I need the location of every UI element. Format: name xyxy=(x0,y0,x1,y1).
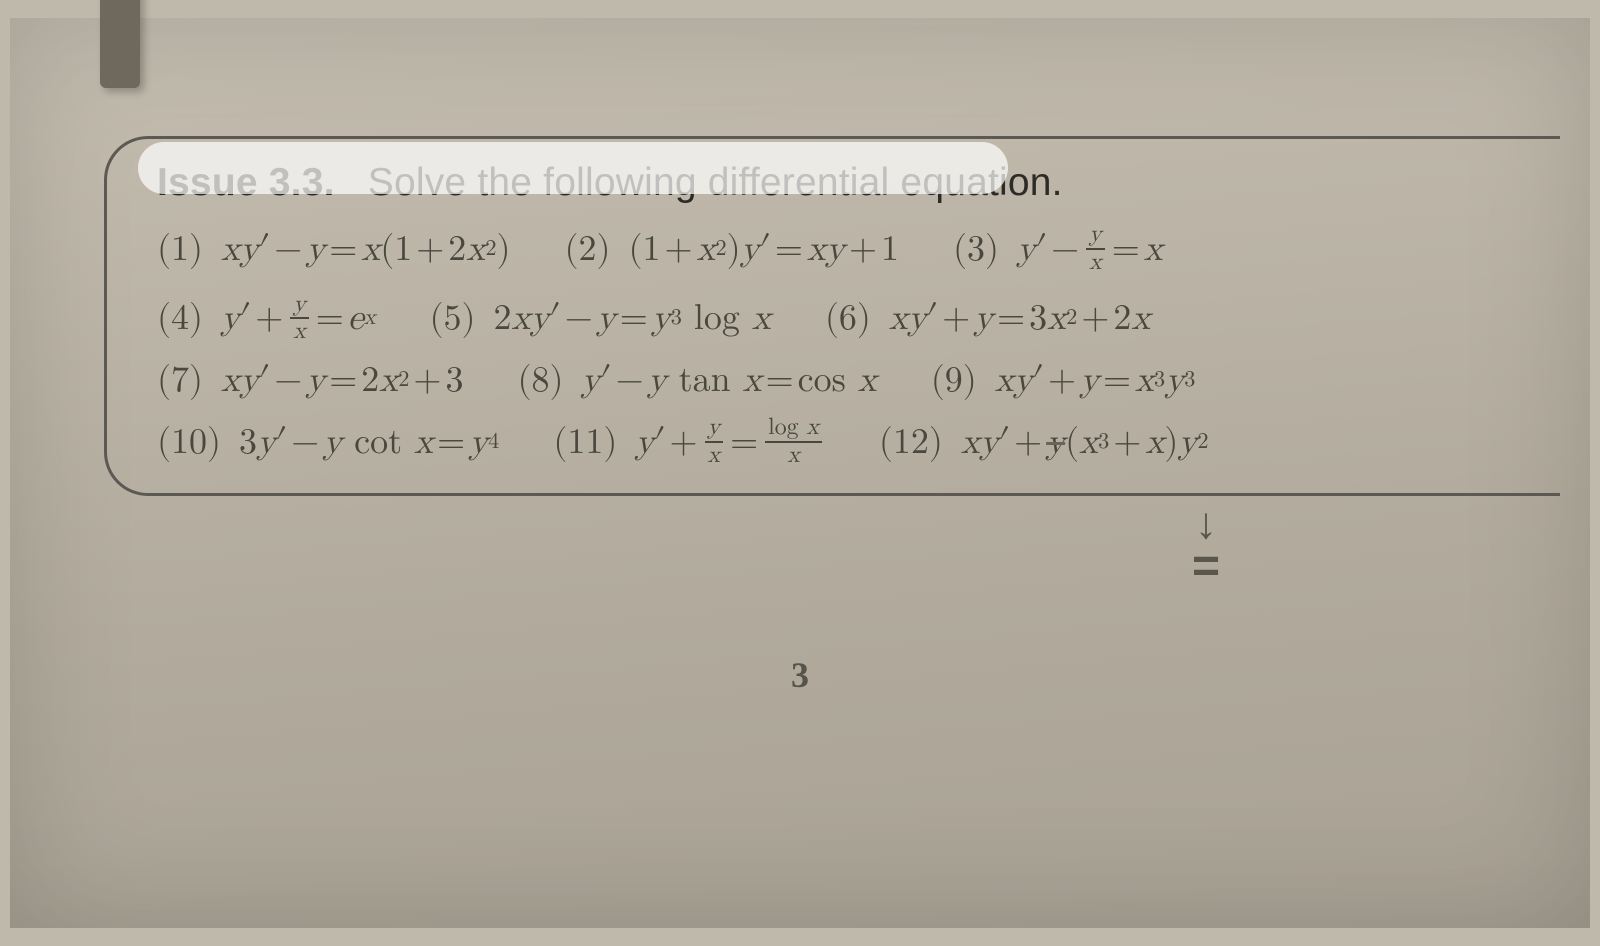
equation-2: (2) (1+x2)y′=xy+1 xyxy=(564,223,898,275)
equation-row: (10) 3y′−y cot x=y4 (11) y′+yx=log xx (1… xyxy=(157,416,1526,468)
equation-3: (3) y′−yx=x xyxy=(953,223,1163,275)
equation-4: (4) y′+yx=ex xyxy=(157,293,376,345)
equation-row: (7) xy′−y=2x2+3 (8) y′−y tan x=cos x (9)… xyxy=(157,362,1526,398)
equals-correction: = xyxy=(1192,539,1220,594)
problem-box: Issue 3.3. Solve the following different… xyxy=(104,136,1560,496)
equation-6: (6) xy′+y=3x2+2x xyxy=(825,293,1150,345)
binding-mark xyxy=(100,0,140,88)
equation-5: (5) 2xy′−y=y3 log x xyxy=(430,293,771,345)
issue-number: Issue 3.3. xyxy=(157,161,335,204)
page-number: 3 xyxy=(10,654,1590,696)
equation-row: (4) y′+yx=ex (5) 2xy′−y=y3 log x (6) xy′… xyxy=(157,293,1526,345)
equation-12: (12) xy′+y(x3+x)y2 xyxy=(879,416,1209,468)
equation-10: (10) 3y′−y cot x=y4 xyxy=(157,416,499,468)
handwritten-correction: ↓ = xyxy=(1192,506,1220,594)
equation-8: (8) y′−y tan x=cos x xyxy=(517,362,876,398)
equation-row: (1) xy′−y=x(1+2x2) (2) (1+x2)y′=xy+1 (3)… xyxy=(157,223,1526,275)
issue-title: Issue 3.3. Solve the following different… xyxy=(157,161,1526,205)
equation-7: (7) xy′−y=2x2+3 xyxy=(157,362,463,398)
equation-9: (9) xy′+y=x3y3 xyxy=(931,362,1196,398)
page-scan: Issue 3.3. Solve the following different… xyxy=(10,18,1590,928)
issue-text: Solve the following differential equatio… xyxy=(368,161,1063,204)
arrow-down-icon: ↓ xyxy=(1192,506,1220,541)
equation-1: (1) xy′−y=x(1+2x2) xyxy=(157,223,510,275)
equation-11: (11) y′+yx=log xx xyxy=(553,416,825,468)
